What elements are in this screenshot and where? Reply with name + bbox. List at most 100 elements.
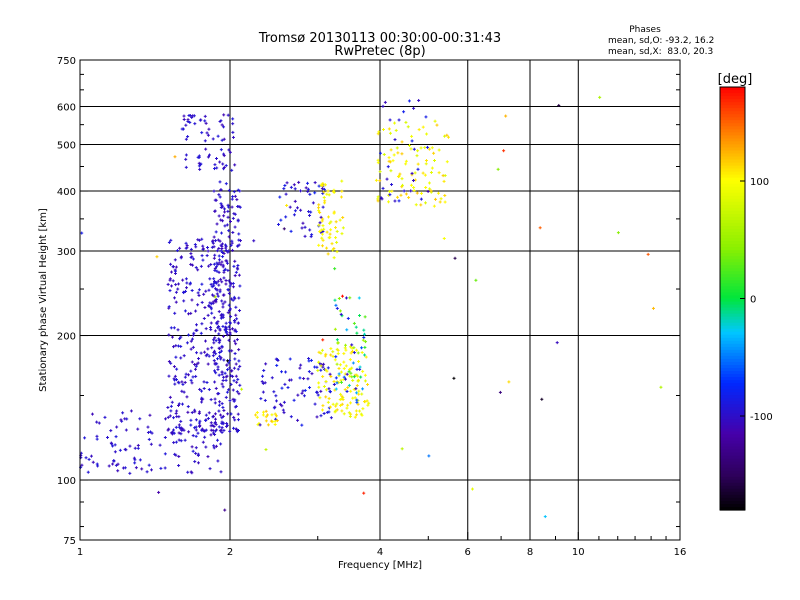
data-point [218, 120, 222, 124]
data-point [194, 266, 198, 270]
colorbar-segment [720, 500, 745, 505]
data-point [224, 246, 228, 250]
data-point [302, 377, 306, 381]
data-point [213, 433, 217, 437]
data-point [212, 235, 216, 239]
data-point [221, 293, 225, 297]
data-point [313, 181, 317, 185]
data-point [363, 345, 367, 349]
data-point [191, 337, 195, 341]
data-point [132, 456, 136, 460]
data-point [128, 444, 132, 448]
data-point [343, 346, 347, 350]
data-point [306, 190, 310, 194]
data-point [399, 193, 403, 197]
colorbar-segment [720, 434, 745, 439]
data-point [317, 381, 321, 385]
data-point [236, 267, 240, 271]
data-point [331, 350, 335, 354]
data-point [201, 258, 205, 262]
data-point [398, 172, 402, 176]
colorbar-segment [720, 461, 745, 466]
data-point [285, 203, 289, 207]
data-point [264, 362, 268, 366]
data-point [409, 147, 413, 151]
data-point [190, 411, 194, 415]
colorbar-segment [720, 87, 745, 91]
colorbar-segment [720, 328, 745, 333]
data-point [329, 416, 333, 420]
data-point [218, 288, 222, 292]
data-point [255, 411, 259, 415]
data-point [381, 104, 385, 108]
data-point [320, 219, 324, 223]
data-point [220, 246, 224, 250]
data-point [376, 199, 380, 203]
data-point [215, 288, 219, 292]
data-point [199, 264, 203, 268]
data-point [231, 327, 235, 331]
data-point [394, 128, 398, 132]
data-point [226, 333, 230, 337]
data-point [212, 425, 216, 429]
data-point [184, 246, 188, 250]
data-point [419, 203, 423, 207]
data-point [334, 355, 338, 359]
data-point [227, 338, 231, 342]
data-point [387, 159, 391, 163]
data-point [209, 302, 213, 306]
colorbar-segment [720, 371, 745, 375]
data-point [341, 397, 345, 401]
data-point [231, 397, 235, 401]
data-point [555, 341, 559, 345]
data-point [202, 387, 206, 391]
data-point [388, 131, 392, 135]
data-point [207, 264, 211, 268]
data-point [274, 414, 278, 418]
data-point [179, 335, 183, 339]
data-point [324, 379, 328, 383]
data-point [109, 441, 113, 445]
data-point [282, 227, 286, 231]
data-point [443, 194, 447, 198]
data-point [442, 179, 446, 183]
data-point [194, 434, 198, 438]
data-point [172, 441, 176, 445]
data-point [377, 130, 381, 134]
data-point [409, 183, 413, 187]
data-point [124, 428, 128, 432]
y-tick-label: 200 [57, 332, 76, 343]
data-point [220, 280, 224, 284]
data-point [238, 284, 242, 288]
data-point [233, 225, 237, 229]
data-point [211, 239, 215, 243]
data-point [207, 354, 211, 358]
data-point [212, 284, 216, 288]
data-point [226, 113, 230, 117]
data-point [296, 393, 300, 397]
data-point [230, 241, 234, 245]
colorbar-segment [720, 331, 745, 336]
data-point [325, 230, 329, 234]
data-point [340, 394, 344, 398]
data-point [347, 370, 351, 374]
data-point [292, 398, 296, 402]
colorbar-segment [720, 473, 745, 478]
colorbar-segment [720, 497, 745, 502]
data-point [402, 189, 406, 193]
data-point [209, 325, 213, 329]
data-point [323, 183, 327, 187]
data-point [231, 216, 235, 220]
data-point [221, 324, 225, 328]
data-point [274, 399, 278, 403]
colorbar-segment [720, 455, 745, 460]
data-point [324, 388, 328, 392]
data-point [322, 227, 326, 231]
data-point [391, 159, 395, 163]
data-point [293, 199, 297, 203]
data-point [321, 182, 325, 186]
data-point [231, 285, 235, 289]
data-point [190, 298, 194, 302]
data-point [188, 120, 192, 124]
data-point [170, 335, 174, 339]
